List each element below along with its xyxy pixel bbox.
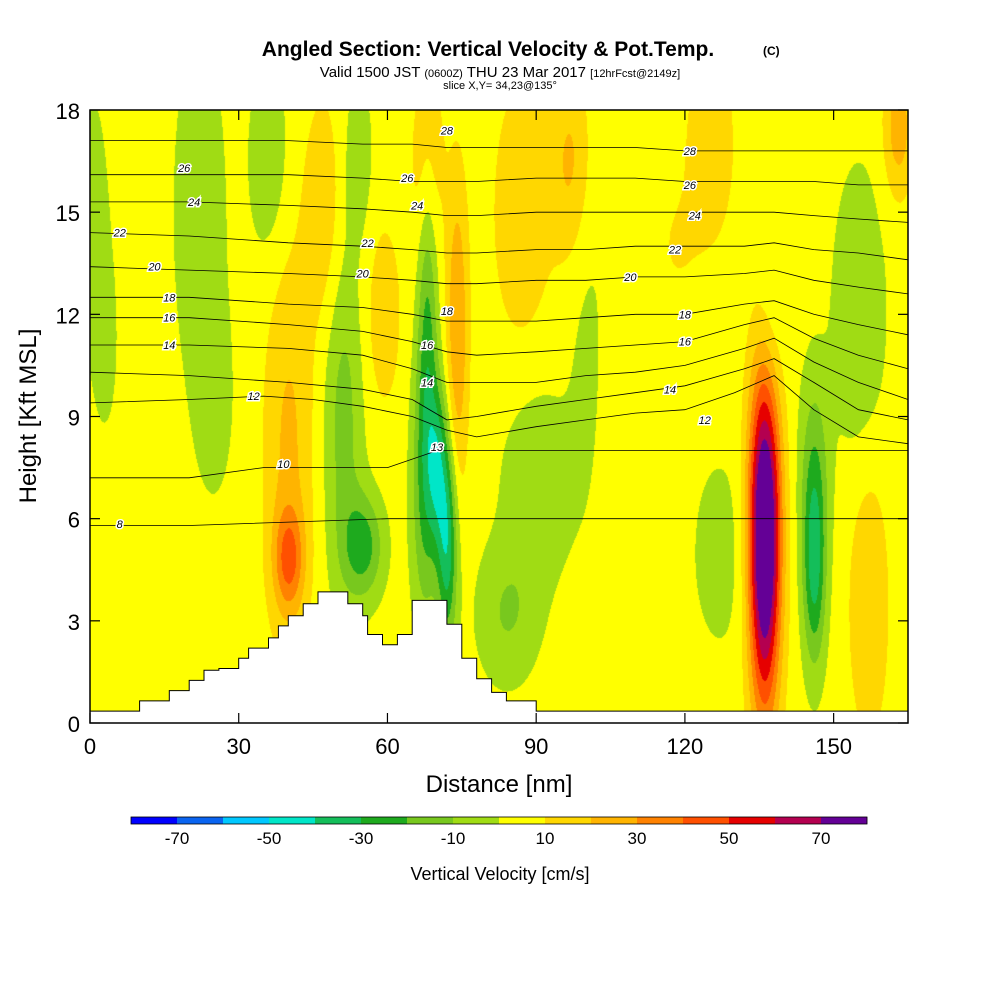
contour-label: 22	[360, 238, 373, 250]
contour-label: 24	[688, 211, 701, 223]
colorbar-swatch	[545, 817, 592, 824]
colorbar-tick-label: -70	[165, 829, 190, 848]
contour-label: 14	[421, 377, 433, 389]
contour-label: 14	[163, 340, 175, 352]
theta-contour-16	[90, 317, 908, 370]
colorbar-swatch	[821, 817, 868, 824]
theta-contour-26	[90, 174, 908, 186]
y-tick-label: 0	[68, 712, 80, 737]
forecast-label: [12hrFcst@2149z]	[590, 68, 680, 80]
valid-time-prefix: Valid 1500 JST	[320, 64, 420, 81]
colorbar-swatch	[453, 817, 500, 824]
contour-label: 16	[421, 340, 434, 352]
colorbar-swatch	[361, 817, 408, 824]
y-tick-label: 6	[68, 508, 80, 533]
theta-contour-14	[90, 337, 908, 400]
valid-date: THU 23 Mar 2017	[467, 64, 586, 81]
x-tick-label: 0	[84, 734, 96, 759]
colorbar-swatch	[177, 817, 224, 824]
vertical-velocity-raster	[90, 110, 908, 723]
colorbar-swatch	[315, 817, 362, 824]
y-tick-label: 9	[68, 406, 80, 431]
colorbar-swatch	[499, 817, 546, 824]
colorbar-swatch	[223, 817, 270, 824]
y-axis-label: Height [Kft MSL]	[15, 329, 42, 504]
valid-time-line: Valid 1500 JST (0600Z) THU 23 Mar 2017 […	[320, 64, 680, 81]
colorbar-tick-label: -50	[257, 829, 282, 848]
contour-label: 12	[699, 415, 711, 427]
theta-contour-28	[90, 140, 908, 152]
y-tick-label: 3	[68, 610, 80, 635]
colorbar-swatch	[591, 817, 638, 824]
contour-label: 24	[187, 197, 200, 209]
colorbar-swatch	[131, 817, 178, 824]
terrain-silhouette	[90, 591, 908, 723]
colorbar-tick-label: 10	[536, 829, 555, 848]
theta-contour-20	[90, 266, 908, 295]
theta-contour-18	[90, 296, 908, 336]
slice-info: slice X,Y= 34,23@135°	[443, 80, 557, 92]
colorbar-tick-label: -30	[349, 829, 374, 848]
contour-label: 20	[623, 272, 637, 284]
contour-label: 10	[277, 459, 290, 471]
colorbar-frame	[130, 816, 868, 825]
contour-label: 14	[664, 384, 676, 396]
contour-label: 18	[679, 309, 692, 321]
x-tick-label: 120	[667, 734, 704, 759]
vertical-velocity-field	[90, 110, 908, 723]
chart-title-units: (C)	[763, 44, 780, 58]
x-tick-label: 90	[524, 734, 548, 759]
contour-label: 26	[400, 173, 414, 185]
theta-contour-12	[90, 375, 908, 445]
x-tick-label: 30	[226, 734, 250, 759]
colorbar-tick-label: -10	[441, 829, 466, 848]
contour-label: 22	[668, 245, 681, 257]
theta-contour-24	[90, 201, 908, 223]
x-tick-label: 150	[815, 734, 852, 759]
theta-contour-13	[90, 358, 908, 421]
contour-label: 26	[177, 163, 191, 175]
terrain-fill	[90, 591, 908, 723]
chart-title: Angled Section: Vertical Velocity & Pot.…	[262, 38, 714, 61]
contour-label: 20	[147, 262, 161, 274]
contour-label: 8	[117, 519, 124, 531]
contour-label: 28	[440, 125, 454, 137]
colorbar-swatch	[729, 817, 776, 824]
x-tick-label: 60	[375, 734, 399, 759]
contour-label: 13	[431, 442, 444, 454]
contour-label: 18	[163, 292, 176, 304]
y-axis: 0 3 6 9 12 15 18	[56, 99, 908, 737]
colorbar-tick-label: 50	[720, 829, 739, 848]
valid-time-z: (0600Z)	[424, 68, 463, 80]
colorbar: -70 -50 -30 -10 10 30 50 70	[130, 816, 868, 848]
colorbar-tick-label: 30	[628, 829, 647, 848]
x-axis: 0 30 60 90 120 150	[84, 110, 852, 759]
contour-label: 16	[163, 313, 176, 325]
potential-temperature-contours	[90, 140, 908, 526]
colorbar-tick-label: 70	[812, 829, 831, 848]
colorbar-swatch	[407, 817, 454, 824]
contour-label: 16	[679, 337, 692, 349]
colorbar-swatch	[269, 817, 316, 824]
contour-label: 24	[410, 200, 423, 212]
contour-label: 12	[247, 391, 259, 403]
theta-contour-8	[90, 518, 908, 526]
colorbar-swatch	[683, 817, 730, 824]
contour-labels: 8 10 12 13 14 14 14 12 16 16 16 18 18 18 20 20 20 22 22 22 2…	[111, 124, 712, 532]
colorbar-label: Vertical Velocity [cm/s]	[410, 864, 589, 884]
colorbar-swatch	[637, 817, 684, 824]
x-axis-label: Distance [nm]	[426, 771, 573, 798]
y-tick-label: 18	[56, 99, 80, 124]
y-tick-label: 15	[56, 201, 80, 226]
y-tick-label: 12	[56, 303, 80, 328]
contour-label: 28	[683, 146, 697, 158]
contour-label: 26	[683, 180, 697, 192]
colorbar-swatch	[775, 817, 822, 824]
theta-contour-22	[90, 232, 908, 261]
contour-label: 22	[113, 228, 126, 240]
contour-label: 18	[441, 306, 454, 318]
theta-contour-10	[90, 450, 908, 479]
contour-label: 20	[356, 268, 370, 280]
